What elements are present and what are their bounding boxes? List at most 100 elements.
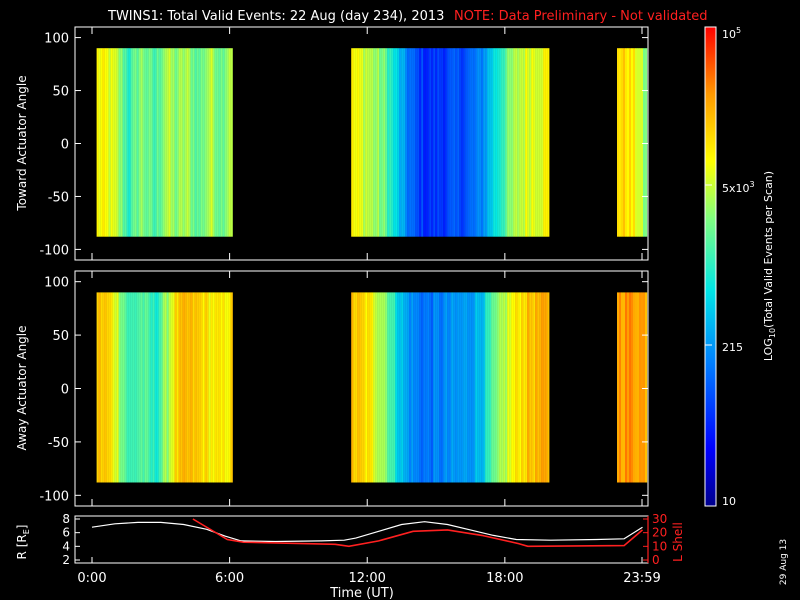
heatmap-column xyxy=(138,48,141,237)
heatmap-column xyxy=(98,48,101,237)
heatmap-column xyxy=(545,48,548,237)
heatmap-column xyxy=(224,48,227,237)
heatmap-column xyxy=(194,48,197,237)
heatmap-column xyxy=(389,292,392,483)
heatmap-column xyxy=(503,48,506,237)
heatmap-column xyxy=(196,292,199,483)
heatmap-column xyxy=(140,292,143,483)
heatmap-column xyxy=(535,48,538,237)
heatmap-column xyxy=(513,48,516,237)
heatmap-column xyxy=(523,292,526,483)
heatmap-column xyxy=(357,292,360,483)
heatmap-column xyxy=(527,48,530,237)
heatmap-column xyxy=(469,292,472,483)
heatmap-column xyxy=(182,48,185,237)
heatmap-column xyxy=(180,292,183,483)
colorbar: 105 5x103 215 10 LOG10(Total Valid Event… xyxy=(704,26,777,508)
heatmap-column xyxy=(206,48,209,237)
heatmap-column xyxy=(132,48,135,237)
heatmap-column xyxy=(184,292,187,483)
heatmap-column xyxy=(363,48,366,237)
heatmap-column xyxy=(629,48,632,237)
heatmap-column xyxy=(439,48,442,237)
heatmap-column xyxy=(355,292,358,483)
left-y-tick-label: 4 xyxy=(62,539,70,553)
heatmap-column xyxy=(114,48,117,237)
heatmap-column xyxy=(391,292,394,483)
heatmap-column xyxy=(162,292,165,483)
heatmap-column xyxy=(545,292,548,483)
heatmap-column xyxy=(136,292,139,483)
heatmap-column xyxy=(110,292,113,483)
heatmap-column xyxy=(172,48,175,237)
heatmap-column xyxy=(198,292,201,483)
heatmap-column xyxy=(477,292,480,483)
heatmap-column xyxy=(413,292,416,483)
heatmap-column xyxy=(385,48,388,237)
x-axis-label: Time (UT) xyxy=(329,586,394,600)
heatmap-column xyxy=(447,48,450,237)
heatmap-column xyxy=(463,292,466,483)
heatmap-column xyxy=(505,48,508,237)
heatmap-column xyxy=(617,48,620,237)
heatmap-column xyxy=(539,48,542,237)
heatmap-column xyxy=(415,48,418,237)
heatmap-column xyxy=(142,292,145,483)
heatmap-column xyxy=(511,292,514,483)
heatmap-column xyxy=(144,292,147,483)
heatmap-column xyxy=(387,292,390,483)
heatmap-column xyxy=(124,48,127,237)
heatmap-column xyxy=(226,48,229,237)
panel3-right-ylabel: L Shell xyxy=(671,522,685,562)
heatmap-column xyxy=(541,48,544,237)
heatmap-column xyxy=(415,292,418,483)
heatmap-column xyxy=(130,292,133,483)
heatmap-column xyxy=(160,292,163,483)
heatmap-column xyxy=(198,48,201,237)
heatmap-column xyxy=(421,48,424,237)
heatmap-column xyxy=(519,292,522,483)
data-preliminary-note: NOTE: Data Preliminary - Not validated xyxy=(454,9,708,24)
heatmap-column xyxy=(443,48,446,237)
heatmap-column xyxy=(639,292,642,483)
heatmap-column xyxy=(200,48,203,237)
heatmap-column xyxy=(142,48,145,237)
heatmap-column xyxy=(373,292,376,483)
heatmap-column xyxy=(144,48,147,237)
heatmap-column xyxy=(491,292,494,483)
heatmap-column xyxy=(381,48,384,237)
heatmap-column xyxy=(387,48,390,237)
heatmap-column xyxy=(635,292,638,483)
y-tick-label: 0 xyxy=(61,383,69,398)
heatmap-column xyxy=(367,48,370,237)
heatmap-column xyxy=(631,48,634,237)
heatmap-column xyxy=(531,48,534,237)
heatmap-column xyxy=(212,292,215,483)
heatmap-column xyxy=(214,292,217,483)
heatmap-column xyxy=(208,48,211,237)
heatmap-column xyxy=(493,292,496,483)
colorbar-frame xyxy=(704,26,717,507)
heatmap-column xyxy=(469,48,472,237)
x-tick-label: 12:00 xyxy=(348,571,385,586)
heatmap-column xyxy=(473,292,476,483)
heatmap-column xyxy=(214,48,217,237)
heatmap-column xyxy=(409,292,412,483)
heatmap-column xyxy=(118,48,121,237)
heatmap-column xyxy=(407,292,410,483)
heatmap-column xyxy=(473,48,476,237)
heatmap-column xyxy=(503,292,506,483)
heatmap-column xyxy=(453,292,456,483)
heatmap-column xyxy=(531,292,534,483)
colorbar-215-label: 215 xyxy=(722,341,743,354)
heatmap-column xyxy=(445,48,448,237)
heatmap-column xyxy=(527,292,530,483)
right-y-tick-label: 20 xyxy=(652,526,667,540)
heatmap-column xyxy=(369,48,372,237)
heatmap-column xyxy=(194,292,197,483)
heatmap-column xyxy=(172,292,175,483)
heatmap-column xyxy=(625,292,628,483)
heatmap-column xyxy=(202,48,205,237)
heatmap-column xyxy=(547,48,550,237)
heatmap-column xyxy=(483,48,486,237)
